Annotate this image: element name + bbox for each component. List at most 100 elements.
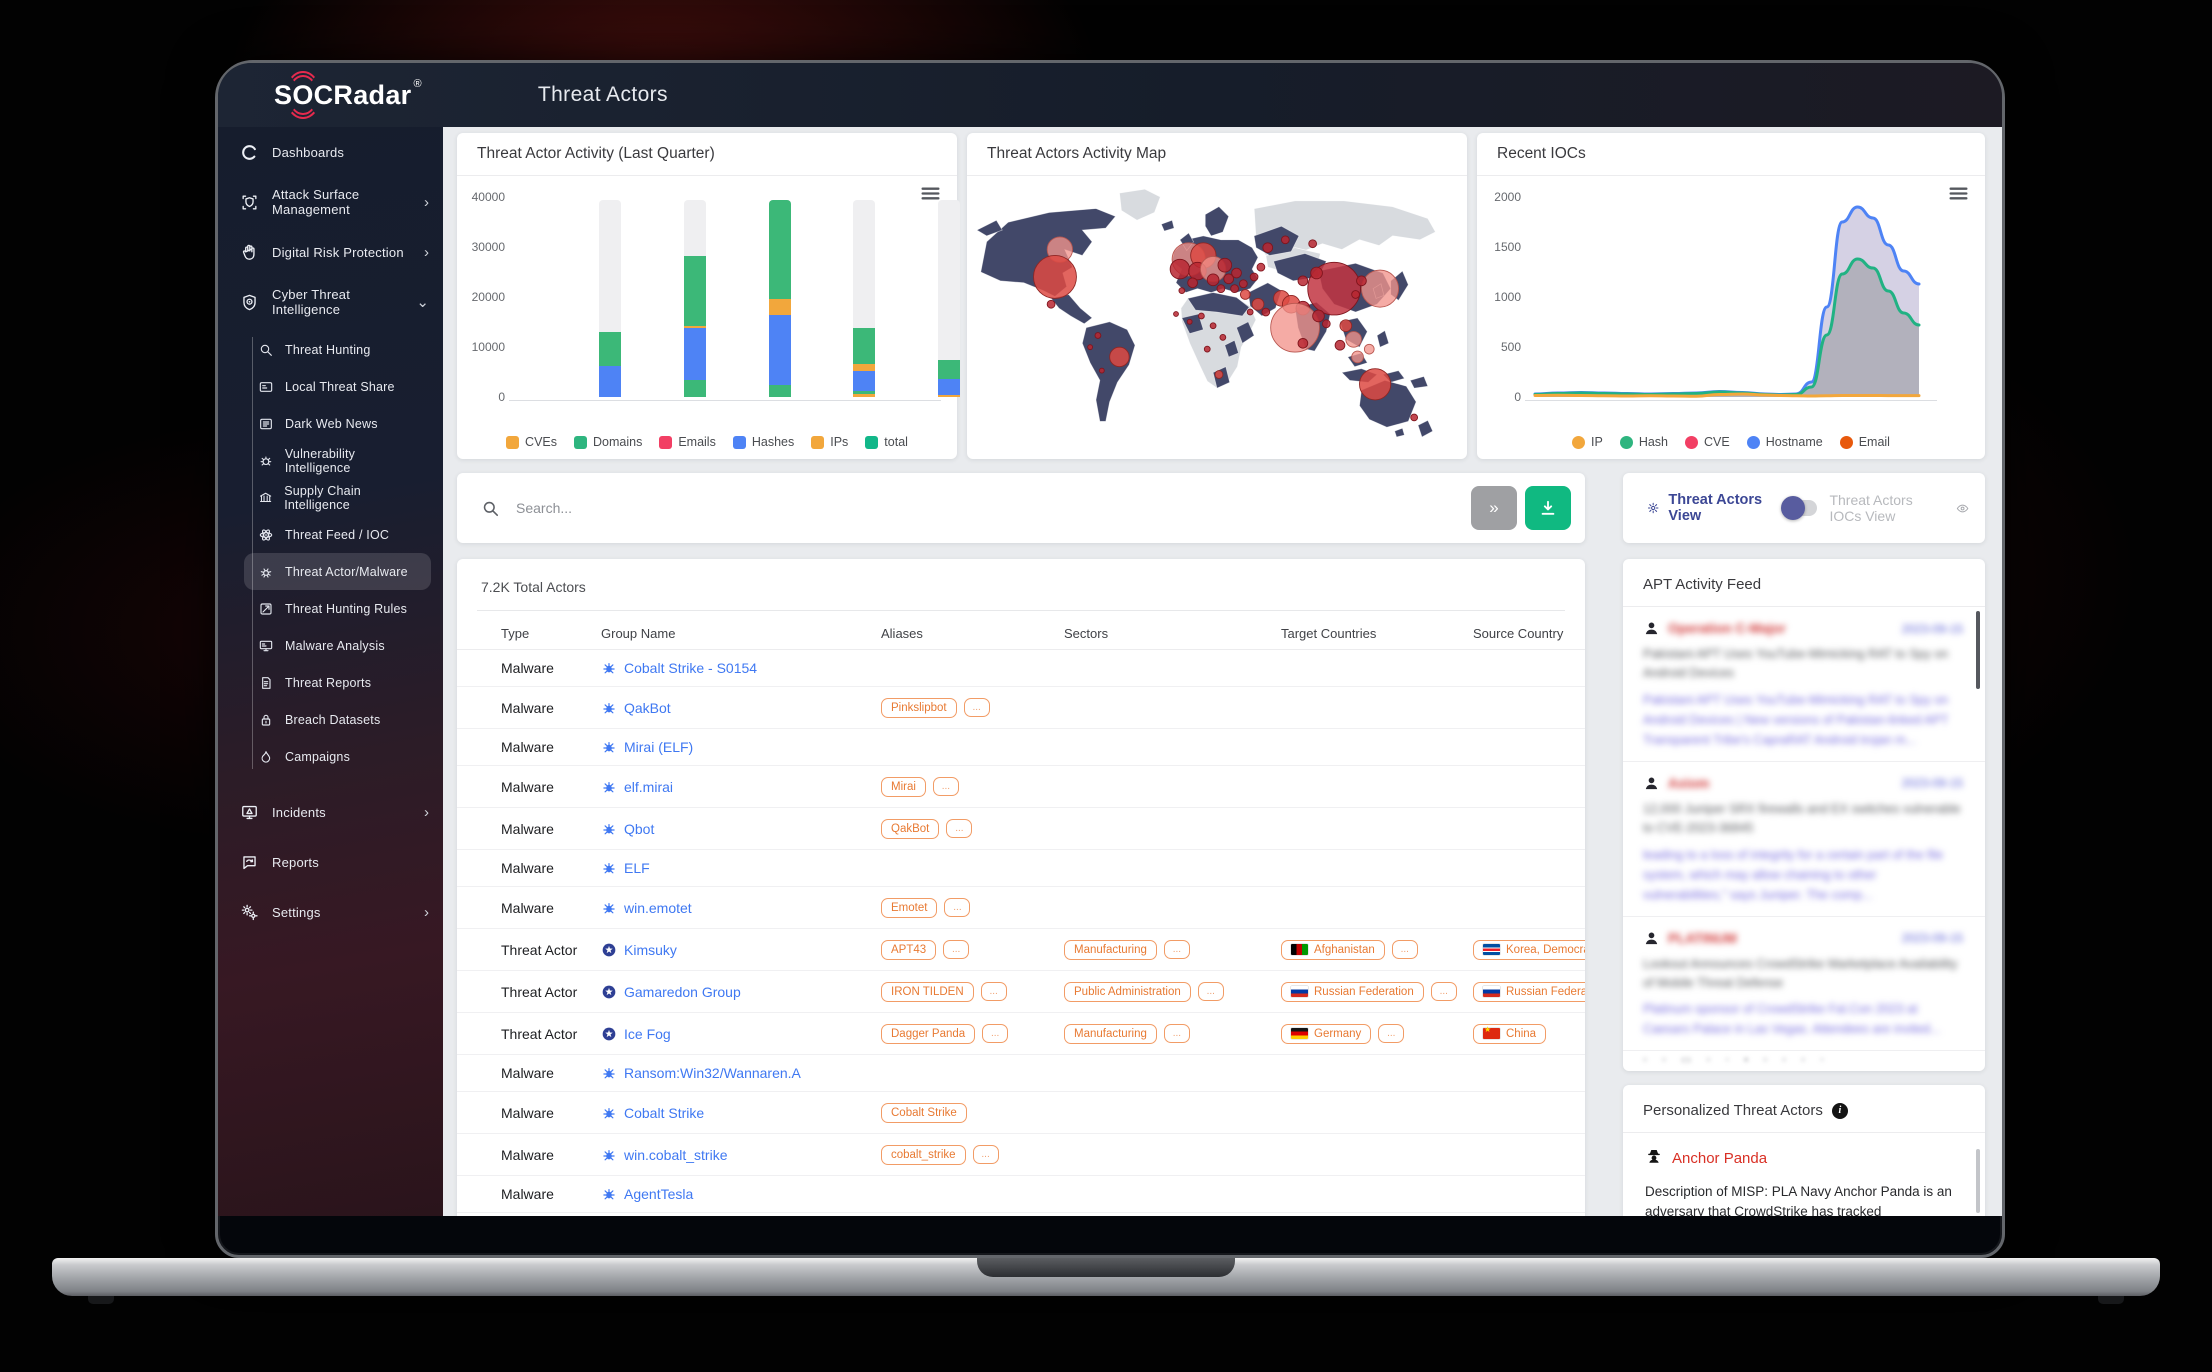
map-activity-bubble[interactable] (1033, 255, 1077, 299)
map-activity-bubble[interactable] (1310, 266, 1323, 280)
group-name-link[interactable]: Qbot (601, 821, 881, 837)
group-name-link[interactable]: Gamaredon Group (601, 984, 881, 1000)
aliases-tag[interactable]: cobalt_strike (881, 1144, 966, 1165)
map-activity-bubble[interactable] (1231, 267, 1242, 279)
sidebar-item-vulnerability-intelligence[interactable]: Vulnerability Intelligence (244, 442, 431, 479)
map-activity-bubble[interactable] (1187, 277, 1198, 289)
map-activity-bubble[interactable] (1251, 297, 1265, 311)
table-row[interactable]: Malware Cobalt Strike Cobalt Strike (457, 1092, 1585, 1134)
map-activity-bubble[interactable] (1239, 279, 1248, 289)
map-activity-bubble[interactable] (1209, 322, 1217, 330)
more-tag[interactable]: ... (946, 819, 973, 838)
more-tag[interactable]: ... (1378, 1024, 1405, 1043)
source-country-tag[interactable]: Korea, Democratic People's Republ (1473, 939, 1585, 960)
table-row[interactable]: Threat Actor Kimsuky APT43... Manufacturing… (457, 929, 1585, 971)
map-activity-bubble[interactable] (1206, 273, 1220, 287)
feed-link[interactable]: Pakistani APT Uses YouTube-Mimicking RAT… (1643, 692, 1949, 747)
group-name-link[interactable]: win.cobalt_strike (601, 1147, 881, 1163)
group-name-link[interactable]: QakBot (601, 700, 881, 716)
map-activity-bubble[interactable] (1321, 319, 1331, 329)
map-activity-bubble[interactable] (1203, 345, 1211, 353)
map-activity-bubble[interactable] (1219, 334, 1227, 341)
sidebar-item-malware-analysis[interactable]: Malware Analysis (244, 627, 431, 664)
group-name-link[interactable]: Kimsuky (601, 942, 881, 958)
map-activity-bubble[interactable] (1351, 290, 1360, 299)
sidebar-item-digital-risk-protection[interactable]: Digital Risk Protection › (218, 227, 443, 277)
chart-menu-icon[interactable] (1948, 183, 1969, 201)
group-name-link[interactable]: Cobalt Strike (601, 1105, 881, 1121)
aliases-tag[interactable]: Dagger Panda (881, 1023, 976, 1044)
personalized-actor-name[interactable]: Anchor Panda (1645, 1147, 1963, 1169)
sidebar-item-threat-feed-ioc[interactable]: Threat Feed / IOC (244, 516, 431, 553)
table-row[interactable]: Threat Actor Ice Fog Dagger Panda... Manufa… (457, 1013, 1585, 1055)
map-activity-bubble[interactable] (1297, 275, 1309, 287)
more-tag[interactable]: ... (943, 940, 970, 959)
table-row[interactable]: Threat ActorMuddyWater......... (457, 1213, 1585, 1216)
view-toggle-switch[interactable] (1781, 496, 1818, 520)
target-countries-tag[interactable]: Russian Federation (1281, 981, 1424, 1002)
feed-actor-name[interactable]: Axiom (1668, 775, 1710, 791)
more-tag[interactable]: ... (980, 982, 1007, 1001)
table-row[interactable]: Threat Actor Gamaredon Group IRON TILDEN..… (457, 971, 1585, 1013)
feed-scrollbar[interactable] (1976, 611, 1980, 689)
map-activity-bubble[interactable] (1198, 312, 1205, 320)
map-activity-bubble[interactable] (1214, 370, 1224, 379)
table-row[interactable]: Malware win.cobalt_strike cobalt_strike... (457, 1134, 1585, 1176)
source-country-tag[interactable]: China (1473, 1023, 1547, 1044)
map-activity-bubble[interactable] (1249, 272, 1259, 282)
export-download-button[interactable] (1525, 486, 1571, 530)
table-row[interactable]: Malware ELF (457, 850, 1585, 887)
group-name-link[interactable]: ELF (601, 860, 881, 876)
group-name-link[interactable]: Ransom:Win32/Wannaren.A (601, 1065, 881, 1081)
map-activity-bubble[interactable] (1087, 344, 1093, 351)
sectors-tag[interactable]: Public Administration (1064, 981, 1191, 1002)
map-activity-bubble[interactable] (1361, 269, 1399, 308)
sidebar-item-settings[interactable]: Settings › (218, 887, 443, 937)
map-activity-bubble[interactable] (1363, 343, 1375, 355)
map-activity-bubble[interactable] (1217, 257, 1233, 273)
group-name-link[interactable]: AgentTesla (601, 1186, 881, 1202)
more-tag[interactable]: ... (982, 1024, 1009, 1043)
chart-menu-icon[interactable] (920, 183, 941, 201)
map-activity-bubble[interactable] (1312, 309, 1325, 323)
more-tag[interactable]: ... (1163, 940, 1190, 959)
group-name-link[interactable]: Cobalt Strike - S0154 (601, 660, 881, 676)
table-row[interactable]: Malware Qbot QakBot... (457, 808, 1585, 850)
more-tag[interactable]: ... (972, 1145, 999, 1164)
map-activity-bubble[interactable] (1410, 413, 1419, 422)
table-row[interactable]: Malware AgentTesla (457, 1176, 1585, 1213)
info-icon[interactable]: i (1831, 1102, 1848, 1119)
more-tag[interactable]: ... (963, 698, 990, 717)
feed-link[interactable]: leading to a loss of integrity for a cer… (1643, 847, 1944, 902)
more-tag[interactable]: ... (1163, 1024, 1190, 1043)
aliases-tag[interactable]: APT43 (881, 939, 937, 960)
aliases-tag[interactable]: Emotet (881, 897, 938, 918)
aliases-tag[interactable]: Pinkslipbot (881, 697, 957, 718)
target-countries-tag[interactable]: Germany (1281, 1023, 1372, 1044)
feed-link[interactable]: Platinum sponsor of CrowdStrike Fal.Con … (1643, 1002, 1941, 1037)
map-activity-bubble[interactable] (1356, 275, 1367, 287)
sidebar-item-campaigns[interactable]: Campaigns (244, 738, 431, 775)
aliases-tag[interactable]: QakBot (881, 818, 940, 839)
map-activity-bubble[interactable] (1280, 235, 1290, 245)
map-activity-bubble[interactable] (1345, 331, 1362, 348)
sidebar-item-attack-surface-management[interactable]: Attack Surface Management › (218, 177, 443, 227)
world-map[interactable] (973, 179, 1461, 449)
table-row[interactable]: Malware QakBot Pinkslipbot... (457, 687, 1585, 729)
table-row[interactable]: Malware Ransom:Win32/Wannaren.A (457, 1055, 1585, 1092)
sidebar-item-supply-chain-intelligence[interactable]: Supply Chain Intelligence (244, 479, 431, 516)
table-row[interactable]: Malware win.emotet Emotet... (457, 887, 1585, 929)
group-name-link[interactable]: Mirai (ELF) (601, 739, 881, 755)
sidebar-item-threat-hunting[interactable]: Threat Hunting (244, 331, 431, 368)
aliases-tag[interactable]: Cobalt Strike (881, 1102, 967, 1123)
more-tag[interactable]: ... (1391, 940, 1418, 959)
map-activity-bubble[interactable] (1169, 258, 1191, 280)
sectors-tag[interactable]: Manufacturing (1064, 939, 1157, 960)
sidebar-item-dashboards[interactable]: Dashboards (218, 127, 443, 177)
target-countries-tag[interactable]: Afghanistan (1281, 939, 1385, 960)
group-name-link[interactable]: elf.mirai (601, 779, 881, 795)
map-activity-bubble[interactable] (1297, 337, 1309, 349)
map-activity-bubble[interactable] (1094, 332, 1102, 339)
search-input[interactable] (514, 499, 1471, 517)
map-activity-bubble[interactable] (1339, 319, 1353, 333)
